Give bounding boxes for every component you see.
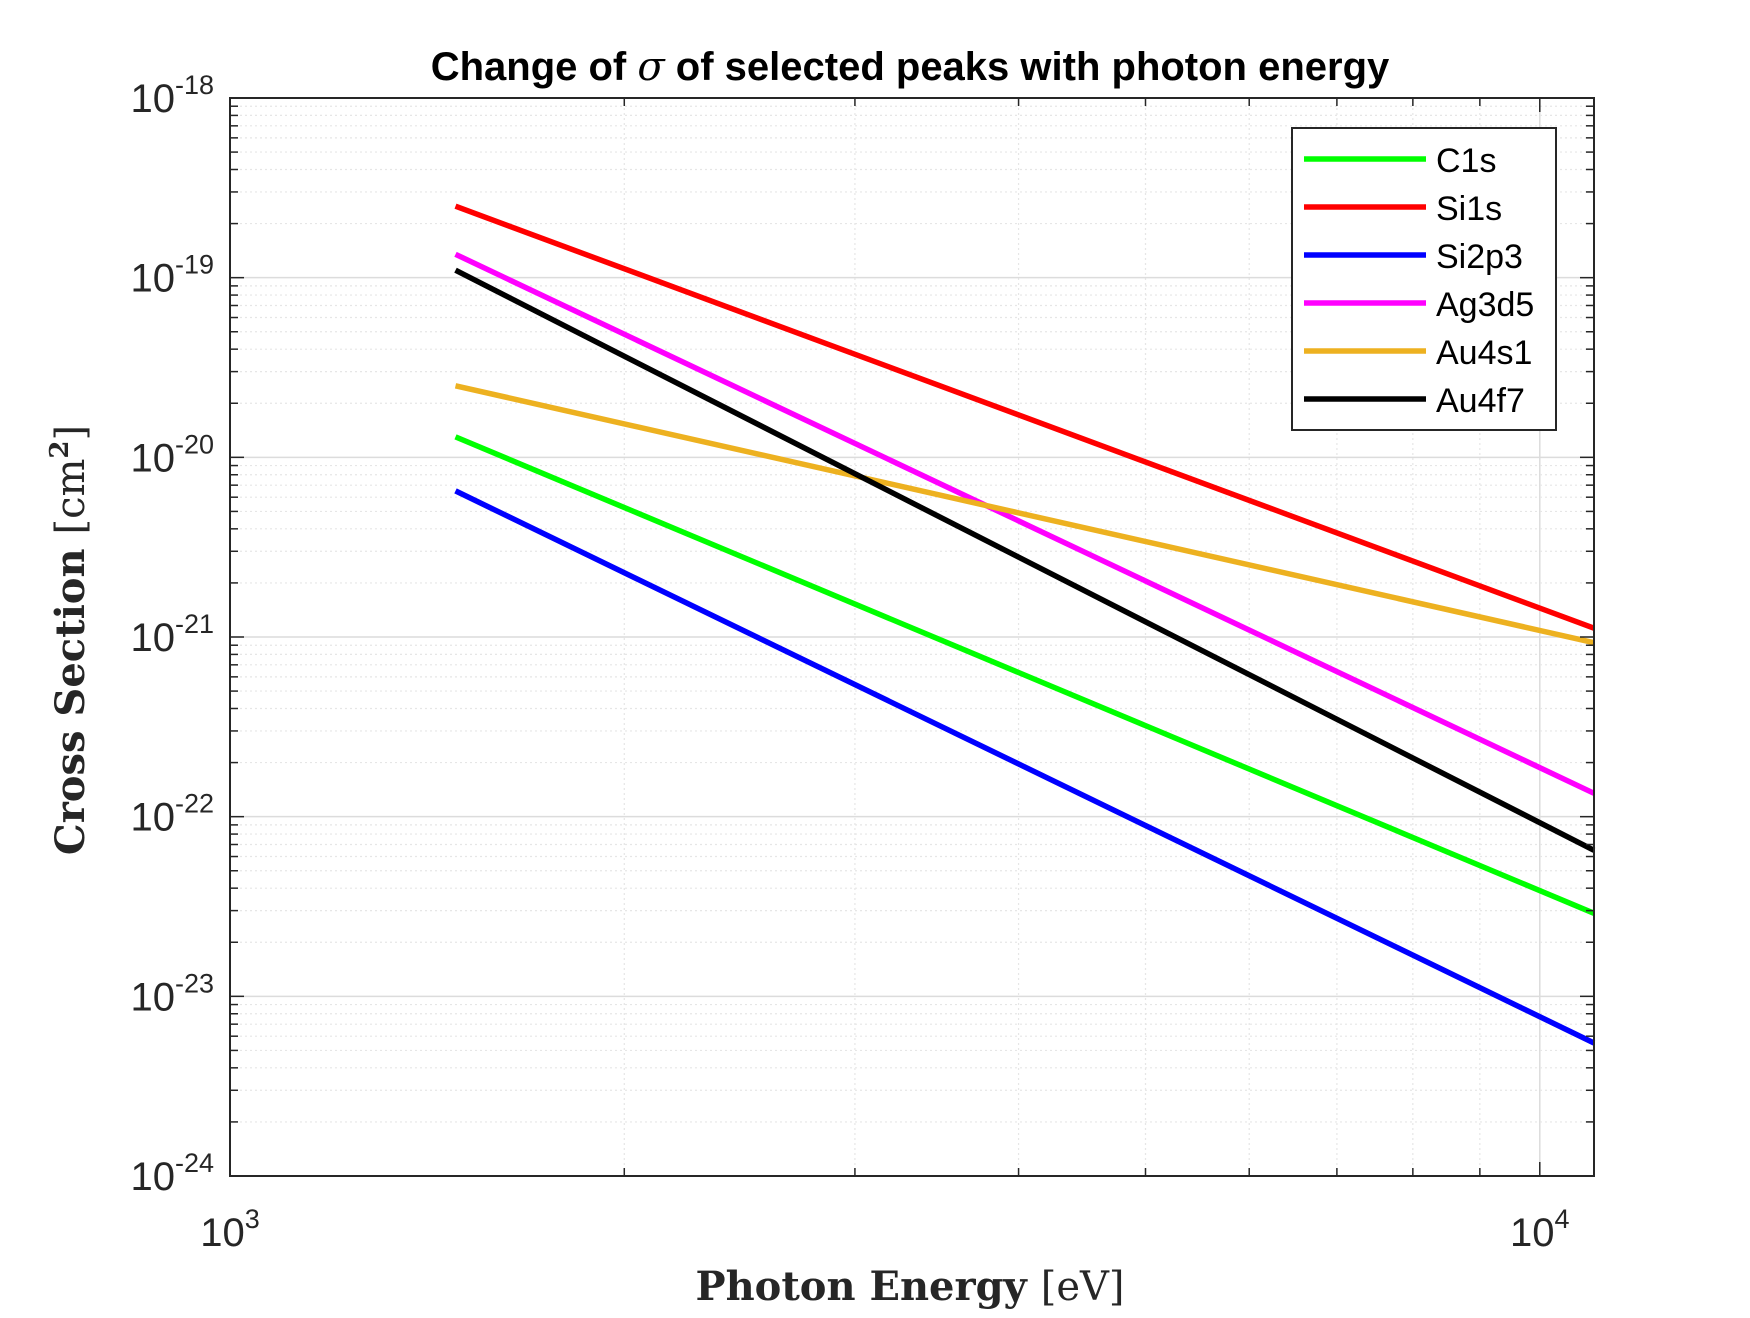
chart-title: Change of σ of selected peaks with photo… [431, 44, 1390, 90]
legend-box [1291, 127, 1557, 431]
y-tick-label: 10-19 [130, 250, 214, 301]
legend-label-c1s: C1s [1436, 142, 1496, 180]
series-line-ag3d5 [454, 251, 1596, 796]
series-line-si2p3 [454, 488, 1596, 1046]
series-line-au4s1 [454, 383, 1595, 646]
x-tick-label: 104 [1510, 1204, 1570, 1255]
y-tick-label: 10-20 [130, 429, 214, 480]
y-tick-label: 10-21 [130, 609, 214, 660]
y-tick-label: 10-22 [130, 789, 214, 840]
y-tick-label: 10-23 [130, 968, 214, 1019]
series-layer [454, 203, 1596, 1046]
series-line-au4f7 [454, 267, 1596, 853]
legend-label-au4f7: Au4f7 [1436, 382, 1525, 420]
legend-label-au4s1: Au4s1 [1436, 334, 1532, 372]
series-line-si1s [454, 203, 1595, 631]
legend-label-ag3d5: Ag3d5 [1436, 286, 1534, 324]
series-line-c1s [454, 434, 1596, 916]
y-tick-label: 10-18 [130, 70, 214, 121]
legend-label-si2p3: Si2p3 [1436, 238, 1523, 276]
x-axis-label: Photon Energy [eV] [695, 1263, 1124, 1310]
ticks: 103 104 10-24 10-23 10-22 10-21 10-20 10-19 10-1… [130, 70, 1594, 1255]
legend-label-si1s: Si1s [1436, 190, 1502, 228]
legend: C1s Si1s Si2p3 Ag3d5 Au4s1 Au4f7 [1291, 127, 1557, 431]
y-tick-label: 10-24 [130, 1148, 214, 1199]
y-axis-label: Cross Section [cm2] [45, 425, 94, 855]
x-tick-label: 103 [200, 1204, 260, 1255]
